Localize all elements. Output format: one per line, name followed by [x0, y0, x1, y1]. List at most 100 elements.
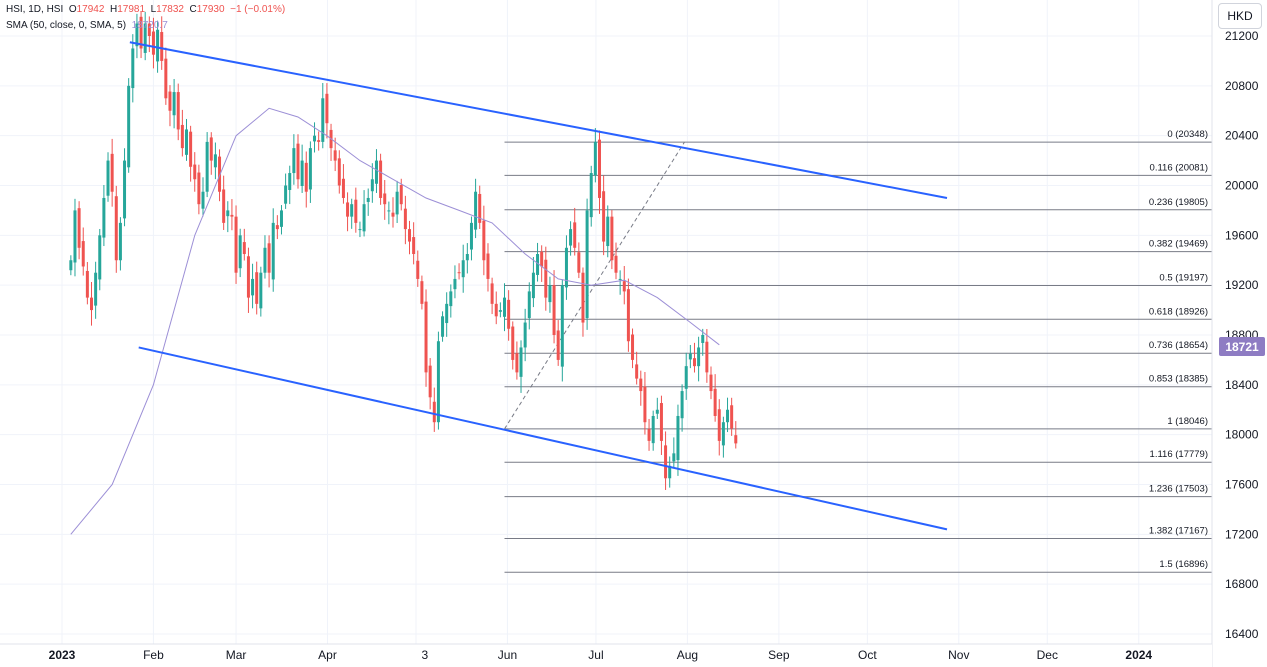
candle-body [209, 137, 213, 161]
x-tick-label: Oct [858, 648, 877, 662]
candle-body [701, 335, 705, 343]
candle-body [705, 341, 709, 373]
fib-level-label: 0.736 (18654) [1149, 340, 1208, 351]
fib-level-label: 0.5 (19197) [1159, 273, 1208, 284]
candle-body [527, 291, 531, 319]
candle-body [106, 160, 110, 196]
x-tick-label: Nov [948, 648, 969, 662]
candle-body [333, 150, 337, 161]
candle-body [296, 143, 300, 180]
candle-body [201, 191, 205, 209]
candle-body [370, 179, 374, 192]
candle-body [486, 253, 490, 279]
price-axis-bg [1212, 0, 1267, 667]
candle-body [341, 178, 345, 198]
time-axis-bg [0, 644, 1212, 667]
ohlc-legend: HSI, 1D, HSI O17942 H17981 L17832 C17930… [6, 4, 285, 15]
candle-body [325, 93, 329, 124]
candle-body [721, 422, 725, 446]
change-value: −1 (−0.01%) [230, 4, 286, 15]
candle-body [350, 204, 354, 217]
candle-body [131, 48, 135, 89]
x-tick-label: 2024 [1125, 648, 1152, 662]
candle-body [614, 255, 618, 273]
candle-body [465, 254, 469, 261]
candle-body [176, 92, 180, 130]
candle-body [734, 435, 738, 444]
candle-body [676, 415, 680, 461]
sma-value: 18720.7 [131, 20, 168, 31]
fib-level-label: 0 (20348) [1167, 129, 1208, 140]
currency-button[interactable]: HKD [1218, 3, 1262, 29]
candle-body [399, 185, 403, 205]
candle-body [585, 210, 589, 319]
candle-body [507, 299, 511, 329]
candle-body [664, 445, 668, 479]
candle-body [569, 229, 573, 246]
candle-body [428, 365, 432, 398]
candle-body [304, 162, 308, 192]
y-tick-label: 17200 [1225, 527, 1259, 541]
fib-level-label: 1.116 (17779) [1150, 449, 1208, 460]
trendline-lower-channel [138, 346, 948, 531]
fib-level-label: 0.853 (18385) [1149, 374, 1208, 385]
candle-body [160, 32, 164, 61]
candle-body [300, 160, 304, 186]
candle-body [490, 283, 494, 304]
candle-body [321, 98, 325, 142]
fib-level-label: 0.618 (18926) [1149, 306, 1208, 317]
close-value: 17930 [196, 4, 225, 15]
y-tick-label: 18400 [1225, 378, 1259, 392]
candle-body [577, 252, 581, 273]
high-label: H [109, 4, 118, 15]
candle-body [366, 197, 370, 202]
candle-body [581, 272, 585, 323]
sma-legend: SMA (50, close, 0, SMA, 5) 18720.7 [6, 20, 168, 31]
candle-body [474, 191, 478, 230]
candle-body [651, 415, 655, 444]
candle-body [684, 366, 688, 389]
fibonacci-retracement[interactable]: 0 (20348) 0.116 (20081) 0.236 (19805) 0.382… [504, 129, 1213, 573]
candle-body [717, 409, 721, 441]
grid [0, 0, 1212, 644]
candle-body [151, 31, 155, 55]
fib-level-label: 1.5 (16896) [1159, 559, 1208, 570]
x-tick-label: Aug [677, 648, 698, 662]
candle-body [168, 91, 172, 111]
candle-body [139, 16, 143, 49]
candle-body [313, 135, 317, 142]
y-tick-label: 16400 [1225, 627, 1259, 641]
candle-body [610, 216, 614, 261]
candle-body [631, 334, 635, 360]
candle-body [482, 220, 486, 261]
low-label: L [150, 4, 157, 15]
candle-body [408, 229, 412, 242]
overlays[interactable] [70, 41, 948, 535]
candle-body [205, 141, 209, 192]
candle-body [362, 204, 366, 232]
candle-body [540, 251, 544, 267]
candle-body [511, 326, 515, 360]
candle-body [436, 341, 440, 423]
y-tick-label: 20400 [1225, 129, 1259, 143]
candle-body [387, 210, 391, 212]
x-tick-label: Sep [768, 648, 790, 662]
candle-body [688, 353, 692, 360]
candle-body [147, 23, 151, 36]
x-tick-label: Mar [226, 648, 247, 662]
candle-body [383, 193, 387, 205]
candle-body [498, 310, 502, 312]
candlesticks [69, 11, 738, 490]
candle-body [622, 281, 626, 292]
y-tick-label: 20000 [1225, 179, 1259, 193]
candle-body [110, 153, 114, 192]
candle-body [118, 222, 122, 261]
fib-level-label: 0.382 (19469) [1149, 239, 1208, 250]
candle-body [606, 216, 610, 247]
candle-body [403, 208, 407, 230]
candle-body [189, 131, 193, 167]
candle-body [647, 428, 651, 441]
candle-body [271, 222, 275, 280]
fib-anchor-line [504, 141, 685, 430]
